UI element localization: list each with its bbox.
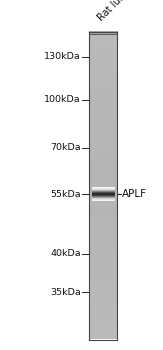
Text: Rat lung: Rat lung [96,0,132,23]
Text: 40kDa: 40kDa [50,249,81,258]
Text: 35kDa: 35kDa [50,288,81,297]
Text: 100kDa: 100kDa [44,95,81,104]
Text: 70kDa: 70kDa [50,143,81,152]
Text: 55kDa: 55kDa [50,190,81,199]
Text: 130kDa: 130kDa [44,52,81,61]
Text: APLF: APLF [122,189,147,199]
